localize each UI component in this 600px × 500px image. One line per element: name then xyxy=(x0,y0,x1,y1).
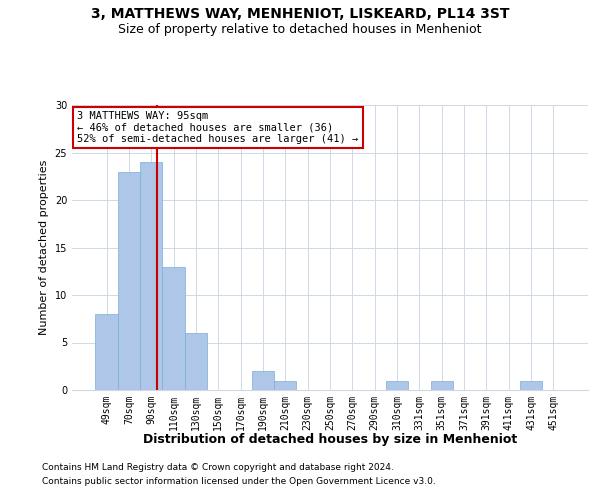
Bar xyxy=(520,380,542,390)
Text: Contains HM Land Registry data © Crown copyright and database right 2024.: Contains HM Land Registry data © Crown c… xyxy=(42,464,394,472)
Bar xyxy=(274,380,296,390)
Y-axis label: Number of detached properties: Number of detached properties xyxy=(39,160,49,335)
Bar xyxy=(140,162,163,390)
Text: 3, MATTHEWS WAY, MENHENIOT, LISKEARD, PL14 3ST: 3, MATTHEWS WAY, MENHENIOT, LISKEARD, PL… xyxy=(91,8,509,22)
Bar xyxy=(163,266,185,390)
Text: 3 MATTHEWS WAY: 95sqm
← 46% of detached houses are smaller (36)
52% of semi-deta: 3 MATTHEWS WAY: 95sqm ← 46% of detached … xyxy=(77,110,358,144)
Bar xyxy=(252,371,274,390)
Bar xyxy=(386,380,408,390)
Text: Distribution of detached houses by size in Menheniot: Distribution of detached houses by size … xyxy=(143,432,517,446)
Bar xyxy=(185,333,207,390)
Text: Contains public sector information licensed under the Open Government Licence v3: Contains public sector information licen… xyxy=(42,477,436,486)
Bar xyxy=(95,314,118,390)
Text: Size of property relative to detached houses in Menheniot: Size of property relative to detached ho… xyxy=(118,22,482,36)
Bar xyxy=(431,380,453,390)
Bar xyxy=(118,172,140,390)
